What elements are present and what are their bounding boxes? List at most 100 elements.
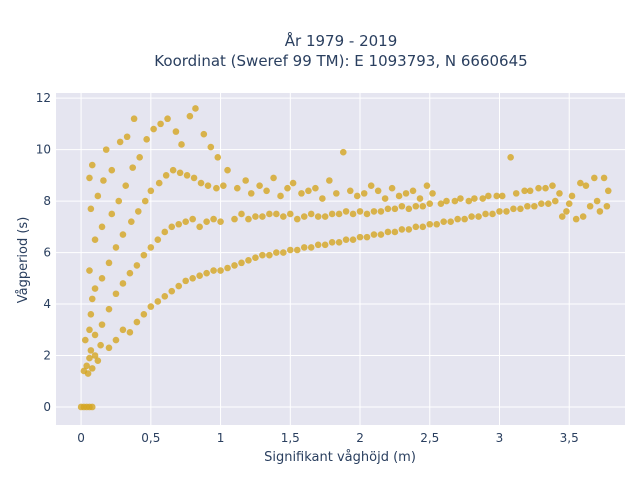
data-point — [395, 192, 403, 200]
data-point — [346, 187, 354, 195]
data-point — [381, 195, 389, 202]
data-point — [277, 192, 284, 200]
data-point — [242, 177, 249, 184]
data-point — [147, 187, 155, 195]
data-point — [220, 182, 227, 189]
data-point — [426, 220, 434, 228]
data-point — [86, 174, 93, 182]
data-point — [207, 143, 215, 151]
data-point — [175, 220, 183, 228]
data-point — [479, 195, 487, 202]
data-point — [482, 210, 489, 218]
data-point — [333, 190, 340, 197]
data-point — [150, 125, 157, 133]
data-point — [214, 154, 222, 161]
data-point — [305, 187, 312, 195]
data-point — [471, 195, 478, 202]
data-point — [412, 223, 420, 231]
data-point — [238, 259, 245, 267]
data-point — [189, 275, 196, 282]
data-point — [140, 251, 148, 259]
data-point — [203, 269, 210, 277]
data-point — [97, 341, 104, 349]
plot-area — [56, 93, 625, 425]
data-point — [367, 182, 375, 189]
data-point — [186, 112, 194, 120]
data-point — [119, 326, 127, 334]
y-tick-label: 0 — [43, 400, 51, 414]
data-point — [122, 182, 130, 189]
x-tick-label: 0 — [77, 431, 85, 445]
data-point — [133, 318, 141, 326]
data-point — [349, 236, 357, 243]
data-point — [182, 218, 189, 225]
data-point — [356, 233, 364, 241]
data-point — [314, 213, 322, 220]
data-point — [161, 228, 169, 236]
data-point — [475, 213, 482, 220]
data-point — [126, 269, 134, 277]
data-point — [143, 136, 150, 143]
data-point — [549, 182, 556, 189]
data-point — [307, 244, 315, 251]
data-point — [384, 205, 392, 213]
data-point — [370, 231, 378, 238]
data-point — [91, 331, 99, 339]
data-point — [544, 200, 552, 207]
data-point — [217, 267, 224, 274]
data-point — [102, 146, 110, 153]
data-point — [200, 130, 208, 138]
data-point — [263, 187, 270, 195]
data-point — [572, 215, 580, 223]
data-point — [270, 174, 277, 182]
data-point — [542, 184, 549, 192]
data-point — [155, 179, 163, 187]
data-point — [190, 174, 198, 182]
data-point — [88, 295, 96, 303]
data-point — [363, 210, 371, 218]
data-point — [87, 311, 95, 318]
data-point — [252, 254, 259, 262]
data-point — [266, 251, 273, 259]
data-point — [245, 215, 252, 223]
data-point — [328, 210, 336, 218]
data-point — [126, 329, 134, 336]
data-point — [603, 202, 611, 210]
data-point — [321, 213, 329, 220]
data-point — [356, 208, 364, 215]
data-point — [321, 241, 329, 249]
y-tick-label: 12 — [36, 91, 51, 105]
data-point — [130, 115, 138, 123]
data-point — [335, 210, 343, 218]
x-tick-label: 3,5 — [560, 431, 579, 445]
data-point — [238, 210, 245, 218]
data-point — [593, 197, 601, 205]
data-point — [416, 195, 424, 202]
data-point — [161, 293, 169, 300]
data-point — [551, 197, 559, 205]
data-point — [168, 223, 176, 231]
data-point — [196, 272, 203, 280]
data-point — [377, 208, 385, 215]
data-point — [252, 213, 259, 220]
y-tick-label: 4 — [43, 297, 51, 311]
data-point — [210, 267, 217, 274]
data-point — [286, 246, 294, 254]
y-tick-label: 2 — [43, 349, 51, 363]
data-point — [451, 197, 459, 205]
data-point — [88, 403, 96, 411]
data-point — [419, 223, 427, 231]
data-point — [600, 174, 608, 182]
data-point — [259, 213, 266, 220]
data-point — [512, 190, 520, 197]
data-point — [298, 190, 305, 197]
data-point — [175, 282, 183, 290]
data-point — [558, 213, 566, 220]
data-point — [115, 197, 123, 205]
data-point — [83, 362, 90, 370]
y-axis-title: Vågperiod (s) — [16, 217, 31, 304]
data-point — [105, 305, 113, 313]
data-point — [579, 213, 587, 220]
data-point — [503, 208, 510, 215]
